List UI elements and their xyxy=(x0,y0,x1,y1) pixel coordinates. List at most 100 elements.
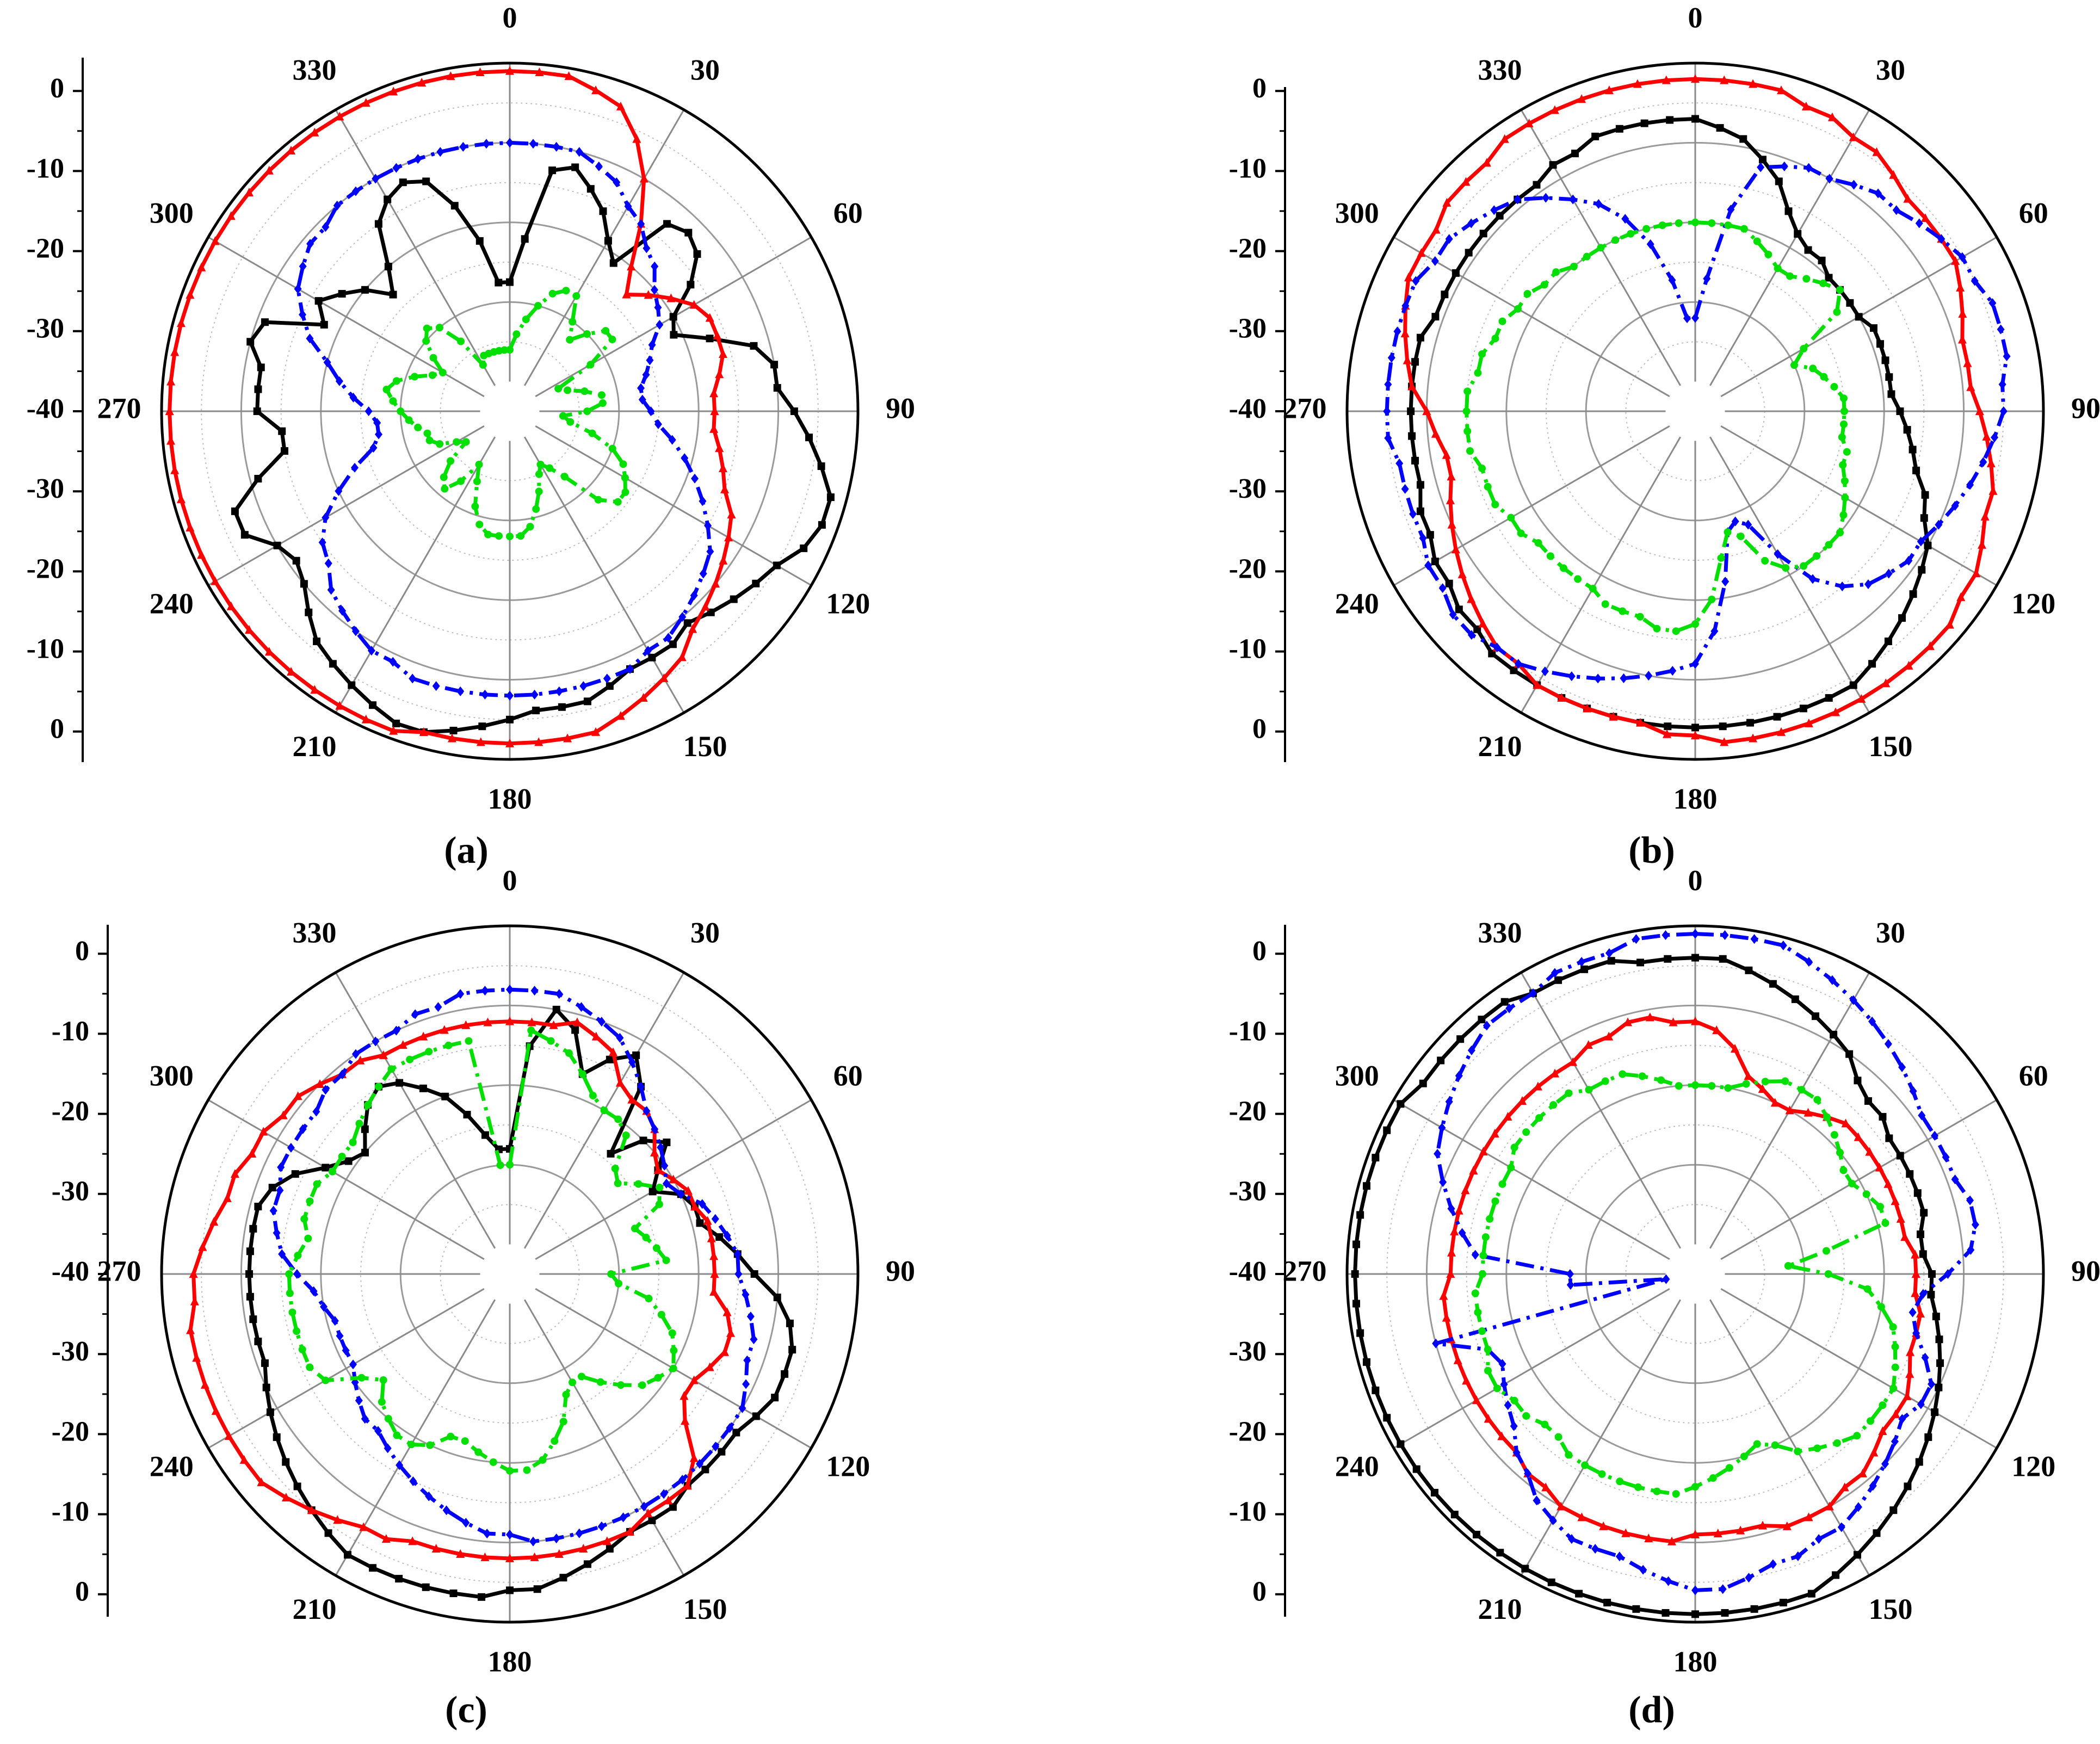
series-marker xyxy=(224,1431,233,1440)
series-marker xyxy=(463,1111,471,1119)
series-marker xyxy=(1512,1448,1521,1458)
series-marker xyxy=(1409,509,1417,519)
series-marker xyxy=(422,337,430,345)
series-marker xyxy=(616,1032,624,1043)
series-marker xyxy=(698,1199,706,1209)
series-marker xyxy=(1904,660,1913,670)
series-marker xyxy=(1833,1439,1841,1447)
series-marker xyxy=(372,174,380,184)
series-marker xyxy=(1644,1533,1653,1543)
series-marker xyxy=(374,429,382,440)
series-marker xyxy=(1858,1468,1867,1477)
series-marker xyxy=(1456,1035,1465,1043)
series-marker xyxy=(322,1376,330,1384)
series-marker xyxy=(287,667,296,676)
series-marker xyxy=(1836,1148,1844,1157)
series-marker xyxy=(650,285,658,295)
series-marker xyxy=(294,1251,302,1259)
series-marker xyxy=(1749,79,1758,88)
series-marker xyxy=(1758,1084,1767,1093)
series-marker xyxy=(1921,1352,1929,1363)
series-marker xyxy=(1956,282,1965,292)
series-marker xyxy=(1403,355,1412,364)
angle-tick-label: 60 xyxy=(2019,1059,2048,1092)
series-marker xyxy=(277,1162,285,1172)
series-marker xyxy=(320,1302,328,1312)
series-marker xyxy=(1935,520,1943,530)
series-marker xyxy=(548,166,557,175)
series-marker xyxy=(1633,79,1642,88)
series-marker xyxy=(506,138,514,148)
series-marker xyxy=(1546,552,1554,560)
series-marker xyxy=(1906,1170,1914,1178)
series-marker xyxy=(1522,1128,1530,1136)
series-marker xyxy=(579,1544,588,1553)
series-marker xyxy=(1691,74,1700,83)
series-marker xyxy=(294,284,302,294)
series-marker xyxy=(1383,1126,1391,1134)
series-marker xyxy=(1401,484,1409,494)
angle-tick-label: 60 xyxy=(833,1059,863,1092)
series-marker xyxy=(226,601,236,610)
series-marker xyxy=(506,1586,514,1594)
series-marker xyxy=(752,579,760,587)
series-marker xyxy=(1744,520,1752,530)
series-marker xyxy=(583,330,591,338)
series-marker xyxy=(558,703,566,711)
series-marker xyxy=(328,1167,336,1176)
polar-frame xyxy=(1345,924,2045,1624)
series-marker xyxy=(642,1233,650,1241)
series-marker xyxy=(423,429,431,437)
series-marker xyxy=(450,202,459,210)
series-marker xyxy=(1416,481,1424,489)
series-marker xyxy=(586,185,595,193)
angle-tick-label: 120 xyxy=(826,587,870,620)
series-marker xyxy=(2003,351,2011,362)
series-marker xyxy=(506,1529,514,1539)
series-marker xyxy=(1507,514,1515,522)
series-marker xyxy=(669,640,677,648)
series-marker xyxy=(432,681,440,691)
series-marker xyxy=(200,1380,209,1389)
series-marker xyxy=(1761,1078,1769,1086)
series-marker xyxy=(1465,249,1473,257)
series-marker xyxy=(734,1269,743,1279)
series-marker xyxy=(1471,1250,1479,1260)
radial-tick-label: -20 xyxy=(1229,553,1267,584)
angle-tick-label: 120 xyxy=(826,1450,870,1482)
series-marker xyxy=(1463,387,1472,395)
series-marker xyxy=(1841,1118,1850,1128)
series-marker xyxy=(654,302,662,313)
series-marker xyxy=(436,147,444,157)
series-marker xyxy=(374,220,382,228)
series-marker xyxy=(559,412,567,420)
series-marker xyxy=(1724,528,1732,536)
series-marker xyxy=(1352,1300,1361,1308)
series-marker xyxy=(614,1179,622,1188)
series-marker xyxy=(1849,132,1858,141)
grid-spoke xyxy=(1709,436,1870,714)
series-marker xyxy=(1620,673,1628,683)
series-marker xyxy=(684,228,693,237)
series-marker xyxy=(722,1307,732,1316)
center-hole xyxy=(480,381,540,441)
series-marker xyxy=(300,580,308,588)
series-marker xyxy=(1554,976,1562,984)
center-hole xyxy=(1665,381,1725,441)
series-marker xyxy=(657,1142,665,1153)
series-marker xyxy=(677,1189,685,1199)
series-marker xyxy=(333,200,341,211)
series-marker xyxy=(1708,1082,1716,1090)
series-marker xyxy=(683,1186,693,1195)
series-marker xyxy=(1853,1432,1861,1440)
series-marker xyxy=(335,701,344,710)
series-marker xyxy=(726,1423,734,1433)
series-marker xyxy=(1691,731,1700,740)
grid-spoke xyxy=(335,109,496,386)
series-marker xyxy=(1683,313,1691,324)
series-marker xyxy=(1521,1564,1529,1573)
angle-tick-label: 270 xyxy=(1283,1254,1327,1287)
series-marker xyxy=(647,406,655,416)
series-marker xyxy=(644,290,653,299)
series-marker xyxy=(1461,177,1471,186)
